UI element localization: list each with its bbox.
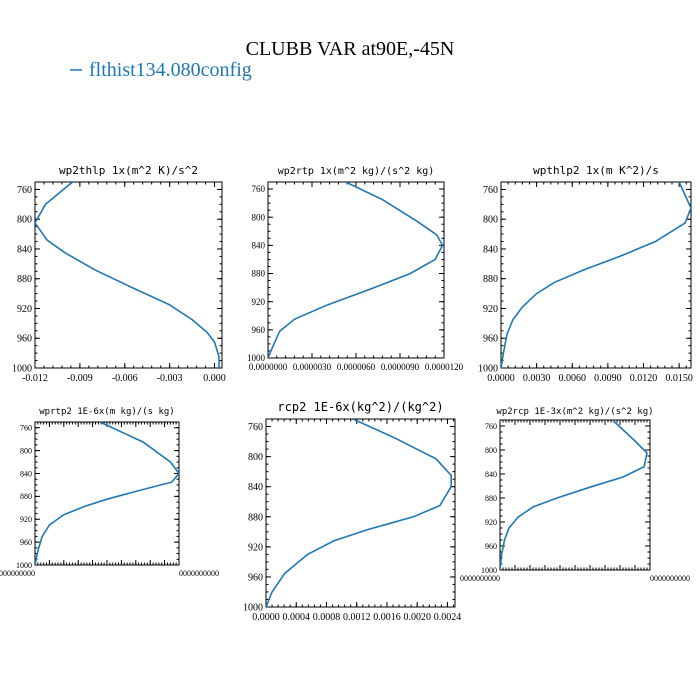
panel-title: wp2rtp 1x(m^2 kg)/(s^2 kg) [278,166,435,177]
plot-frame [500,181,692,369]
y-tick-label: 880 [485,494,497,503]
y-tick-label: 840 [17,244,32,255]
y-tick-label: 920 [17,304,32,315]
panel-title: wpthlp2 1x(m K^2)/s [533,164,659,177]
y-tick-label: 840 [485,470,497,479]
y-tick-label: 840 [483,244,498,255]
y-tick-label: 840 [252,241,266,251]
panel-2: wp2rtp 1x(m^2 kg)/(s^2 kg) 760 800 840 880 92… [247,166,464,372]
x-tick-label: 0.0000090 [381,362,420,372]
series-line [500,420,648,570]
y-tick-label: 880 [248,512,263,523]
y-tick-label: 880 [20,492,32,501]
y-tick-label: 960 [17,334,32,345]
y-tick-label: 800 [17,215,32,226]
y-tick-label: 920 [483,304,498,315]
series-line [266,419,452,607]
x-tick-label: 0.0000030 [293,362,332,372]
y-tick-label: 840 [248,482,263,493]
y-tick-label: 960 [248,572,263,583]
x-tick-label: 0.0012 [343,612,371,623]
x-tick-label: 0.0060 [559,373,587,384]
y-tick-label: 920 [20,515,32,524]
panel-title: wprtp2 1E-6x(m kg)/(s kg) [39,407,174,417]
x-tick-label: 0000000000 [650,574,690,583]
y-tick-label: 880 [17,274,32,285]
y-tick-label: 760 [248,422,263,433]
y-tick-label: 800 [252,212,266,222]
x-tick-label: 0.0150 [665,373,693,384]
x-tick-label: 0.0004 [282,612,310,623]
y-tick-label: 1000 [481,566,497,575]
plot-frame [499,419,651,571]
panel-title: wp2thlp 1x(m^2 K)/s^2 [59,164,198,177]
y-tick-label: 760 [485,422,497,431]
x-tick-label: 0000000000 [460,574,500,583]
legend-label: flthist134.080config [89,59,252,81]
y-tick-label: 960 [485,542,497,551]
x-tick-label: 0.0016 [373,612,401,623]
y-tick-label: 840 [20,469,32,478]
panel-1: wp2thlp 1x(m^2 K)/s^2 760 800 840 880 920 960 1… [12,164,226,384]
panel-5: rcp2 1E-6x(kg^2)/(kg^2) 760 800 840 880 920 96… [243,400,461,623]
y-tick-label: 800 [20,446,32,455]
legend: flthist134.080config [70,59,252,81]
y-tick-label: 960 [483,334,498,345]
y-tick-label: 880 [252,269,266,279]
y-tick-label: 1000 [478,364,498,375]
figure-title: CLUBB VAR at90E,-45N [246,38,455,60]
x-tick-label: 0000000000 [0,569,35,578]
x-tick-label: 0.0000 [487,373,515,384]
series-line [501,182,691,368]
x-tick-label: -0.003 [157,373,183,384]
plot-frame [265,418,456,608]
y-tick-label: 800 [248,452,263,463]
plot-frame [34,421,180,566]
x-tick-label: -0.009 [67,373,93,384]
y-tick-label: 800 [485,446,497,455]
x-tick-label: -0.006 [112,373,138,384]
y-tick-label: 880 [483,274,498,285]
y-tick-label: 960 [20,538,32,547]
plot-frame [34,181,223,369]
x-tick-label: 0.0000060 [337,362,376,372]
x-tick-label: 0.000 [203,373,226,384]
y-tick-label: 1000 [247,353,266,363]
y-tick-label: 760 [252,184,266,194]
y-tick-label: 920 [485,518,497,527]
panel-title: wp2rcp 1E-3x(m^2 kg)/(s^2 kg) [496,407,653,417]
panel-4: wprtp2 1E-6x(m kg)/(s kg) 760 800 840 880 920… [0,407,219,578]
y-tick-label: 800 [483,215,498,226]
x-tick-label: 0.0030 [523,373,551,384]
x-tick-label: 0.0008 [313,612,341,623]
y-tick-label: 760 [483,185,498,196]
series-line [268,182,444,358]
x-tick-label: 0000000000 [179,569,219,578]
x-tick-label: 0.0000000 [249,362,288,372]
y-tick-label: 920 [252,297,266,307]
x-tick-label: 0.0000 [252,612,280,623]
x-tick-label: 0.0000120 [425,362,464,372]
y-tick-label: 760 [20,424,32,433]
panel-6: wp2rcp 1E-3x(m^2 kg)/(s^2 kg) 760 800 840 88… [460,407,690,583]
y-tick-label: 760 [17,185,32,196]
panels: wp2thlp 1x(m^2 K)/s^2 760 800 840 880 920 960 1… [0,164,693,623]
x-tick-label: -0.012 [22,373,48,384]
y-tick-label: 1000 [16,561,32,570]
x-tick-label: 0.0020 [403,612,431,623]
series-line [35,182,220,368]
panel-title: rcp2 1E-6x(kg^2)/(kg^2) [277,400,443,414]
y-tick-label: 1000 [243,603,263,614]
y-tick-label: 920 [248,542,263,553]
y-tick-label: 1000 [12,364,32,375]
x-tick-label: 0.0024 [434,612,462,623]
series-line [35,422,179,565]
panel-3: wpthlp2 1x(m K^2)/s 760 800 840 880 920 960 100… [478,164,693,384]
y-tick-label: 960 [252,325,266,335]
x-tick-label: 0.0120 [630,373,658,384]
x-tick-label: 0.0090 [594,373,622,384]
